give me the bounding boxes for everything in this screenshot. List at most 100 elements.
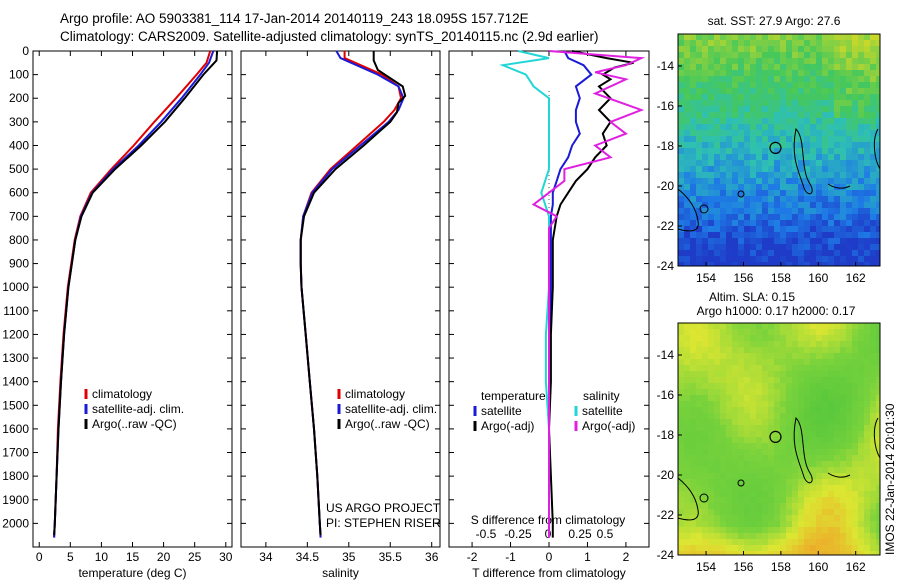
map-cell: [792, 214, 798, 220]
map-cell: [864, 335, 870, 341]
map-cell: [708, 449, 714, 455]
map-cell: [702, 371, 708, 377]
map-cell: [768, 455, 774, 461]
map-cell: [708, 262, 714, 266]
map-cell: [828, 395, 834, 401]
map-cell: [726, 124, 732, 130]
map-cell: [834, 479, 840, 485]
map-cell: [690, 419, 696, 425]
map-cell: [816, 160, 822, 166]
map-cell: [852, 455, 858, 461]
map-cell: [840, 365, 846, 371]
map-cell: [726, 94, 732, 100]
map-cell: [870, 515, 876, 521]
map-cell: [858, 202, 864, 208]
map-cell: [852, 353, 858, 359]
map-cell: [810, 329, 816, 335]
map-cell: [786, 100, 792, 106]
map-cell: [858, 449, 864, 455]
map-cell: [684, 545, 690, 551]
panel-frame-1: [32, 50, 233, 548]
map-heatmap-1: [678, 34, 880, 266]
map-cell: [768, 353, 774, 359]
map-cell: [876, 76, 880, 82]
map-cell: [828, 437, 834, 443]
map-cell: [792, 112, 798, 118]
map-cell: [738, 142, 744, 148]
map-cell: [798, 449, 804, 455]
map-cell: [804, 94, 810, 100]
map-cell: [738, 335, 744, 341]
map-cell: [804, 329, 810, 335]
map-cell: [858, 94, 864, 100]
map-cell: [684, 190, 690, 196]
map-cell: [738, 184, 744, 190]
map-cell: [762, 341, 768, 347]
map-cell: [858, 262, 864, 266]
map-cell: [762, 100, 768, 106]
map-cell: [870, 136, 876, 142]
map-cell: [684, 250, 690, 256]
map-cell: [738, 461, 744, 467]
map-cell: [678, 220, 684, 226]
map-cell: [822, 250, 828, 256]
map-cell: [702, 533, 708, 539]
map-cell: [828, 160, 834, 166]
map-cell: [852, 220, 858, 226]
map-cell: [768, 202, 774, 208]
map-cell: [780, 359, 786, 365]
map-cell: [684, 365, 690, 371]
map-cell: [810, 323, 816, 329]
map-cell: [690, 455, 696, 461]
map-cell: [708, 46, 714, 52]
map-cell: [702, 437, 708, 443]
map-cell: [750, 202, 756, 208]
map-cell: [876, 341, 880, 347]
map-cell: [840, 437, 846, 443]
map-cell: [822, 467, 828, 473]
map-cell: [732, 190, 738, 196]
map-cell: [732, 521, 738, 527]
map-cell: [738, 323, 744, 329]
map-cell: [786, 431, 792, 437]
map-cell: [720, 425, 726, 431]
map-cell: [804, 341, 810, 347]
map-cell: [858, 401, 864, 407]
map-cell: [804, 76, 810, 82]
map-cell: [708, 142, 714, 148]
map-cell: [732, 473, 738, 479]
map-cell: [750, 371, 756, 377]
map-cell: [780, 365, 786, 371]
map-cell: [876, 232, 880, 238]
map-cell: [846, 172, 852, 178]
map-cell: [708, 136, 714, 142]
map-cell: [714, 479, 720, 485]
map-cell: [690, 112, 696, 118]
map-x-tick-label: 160: [808, 560, 828, 574]
map-cell: [828, 335, 834, 341]
map-cell: [786, 503, 792, 509]
map-cell: [804, 371, 810, 377]
map-cell: [684, 214, 690, 220]
map-cell: [744, 371, 750, 377]
map-cell: [858, 40, 864, 46]
map-cell: [852, 383, 858, 389]
map-cell: [798, 124, 804, 130]
contour-line: [677, 188, 699, 232]
map-cell: [810, 473, 816, 479]
map-cell: [810, 208, 816, 214]
map-cell: [684, 112, 690, 118]
map-sst-title: sat. SST: 27.9 Argo: 27.6: [708, 14, 841, 28]
map-cell: [678, 545, 684, 551]
map-cell: [828, 467, 834, 473]
map-cell: [678, 100, 684, 106]
map-cell: [690, 238, 696, 244]
map-cell: [756, 190, 762, 196]
map-cell: [738, 202, 744, 208]
map-cell: [684, 509, 690, 515]
map-cell: [858, 106, 864, 112]
map-cell: [726, 238, 732, 244]
map-cell: [852, 467, 858, 473]
map-cell: [738, 232, 744, 238]
map-cell: [714, 82, 720, 88]
